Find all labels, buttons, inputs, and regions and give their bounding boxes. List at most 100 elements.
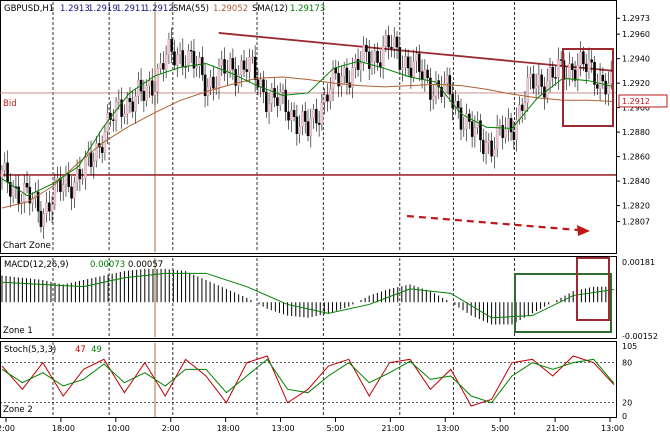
bearish-candle: [317, 122, 321, 125]
bearish-candle: [409, 67, 413, 78]
bearish-candle: [70, 186, 73, 199]
price-y-tick-label: 1.2880: [622, 128, 650, 137]
bearish-candle: [387, 35, 390, 48]
stoch-k-line: [1, 355, 615, 407]
bullish-candle: [176, 54, 179, 66]
sma55-label: SMA(55): [173, 4, 209, 14]
bearish-candle: [9, 182, 12, 197]
bearish-candle: [584, 63, 588, 72]
bearish-candle: [426, 69, 429, 79]
macd-highlight-box-red: [576, 257, 610, 321]
x-tick-label: 5:00: [491, 424, 509, 433]
bullish-candle: [493, 148, 496, 157]
bullish-candle: [134, 96, 137, 112]
bullish-candle: [529, 73, 532, 78]
bearish-candle: [456, 101, 460, 108]
bullish-candle: [145, 85, 148, 101]
overlays: [406, 48, 614, 333]
bearish-candle: [284, 89, 287, 112]
bullish-candle: [373, 50, 377, 62]
bearish-candle: [540, 74, 543, 87]
bearish-candle: [365, 44, 368, 52]
bullish-candle: [401, 67, 404, 70]
bullish-candle: [301, 110, 304, 127]
bullish-candle: [587, 59, 591, 72]
bullish-candle: [209, 76, 212, 88]
bearish-candle: [173, 51, 176, 66]
bearish-candle: [554, 77, 557, 79]
price-panel-frame: [0, 0, 617, 254]
x-tick-label: 18:00: [217, 424, 240, 433]
arrow-head: [577, 225, 590, 236]
bullish-candle: [290, 110, 293, 121]
bullish-candle: [476, 120, 479, 128]
stoch-plot: [0, 355, 616, 407]
macd-y-tick-label: 0.00181: [622, 258, 655, 267]
bullish-candle: [579, 51, 582, 66]
bullish-candle: [384, 35, 388, 47]
bearish-candle: [501, 125, 504, 138]
macd-header: MACD(12,26,9) 0.00073 0.00057: [4, 260, 163, 270]
bearish-candle: [451, 94, 454, 109]
bullish-candle: [568, 63, 571, 79]
bullish-candle: [381, 46, 385, 68]
bullish-candle: [598, 74, 602, 89]
bearish-candle: [367, 51, 371, 69]
x-tick-label: 2:00: [0, 424, 15, 433]
bullish-candle: [159, 63, 162, 69]
bearish-candle: [189, 50, 193, 52]
bullish-candle: [92, 160, 96, 167]
bearish-candle: [604, 80, 607, 95]
bearish-candle: [593, 61, 596, 85]
bullish-candle: [281, 89, 285, 93]
bearish-candle: [234, 69, 237, 86]
bullish-candle: [498, 125, 502, 127]
bullish-candle: [354, 59, 357, 68]
bullish-candle: [504, 129, 507, 138]
bullish-candle: [75, 169, 79, 183]
bullish-candle: [117, 99, 121, 103]
sma55-value: 1.29052: [213, 4, 248, 14]
ohlc-high: 1.2919: [88, 4, 118, 14]
bullish-candle: [50, 204, 54, 212]
bullish-candle: [609, 71, 613, 84]
x-tick-label: 18:00: [52, 424, 75, 433]
bullish-candle: [187, 50, 190, 67]
bullish-candle: [329, 88, 332, 102]
bearish-candle: [406, 56, 410, 69]
bearish-candle: [6, 162, 9, 183]
bullish-candle: [42, 213, 45, 227]
x-tick-label: 21:00: [546, 424, 569, 433]
price-highlight-box: [562, 48, 614, 127]
ohlc-low: 1.2911: [116, 4, 146, 14]
bearish-candle: [256, 79, 260, 88]
sma12-value: 1.29173: [290, 4, 325, 14]
bullish-candle: [320, 102, 324, 125]
x-tick-label: 10:00: [107, 424, 130, 433]
bullish-candle: [331, 67, 335, 90]
bullish-candle: [495, 125, 499, 150]
bearish-candle: [573, 69, 577, 81]
bearish-candle: [490, 140, 493, 157]
macd-main-value: 0.00073: [90, 260, 125, 270]
bearish-candle: [470, 121, 474, 137]
stoch-y-tick-label: 80: [622, 359, 632, 368]
bullish-candle: [362, 44, 365, 64]
x-tick-label: 2:00: [162, 424, 180, 433]
bullish-candle: [81, 178, 84, 180]
bearish-candle: [551, 67, 555, 78]
bullish-candle: [526, 77, 530, 103]
price-y-tick-label: 1.2920: [622, 79, 650, 88]
bullish-candle: [156, 68, 160, 92]
bullish-candle: [123, 113, 126, 117]
bullish-candle: [445, 75, 449, 84]
bearish-candle: [337, 73, 340, 87]
zone2-label: Zone 2: [3, 405, 33, 415]
bearish-candle: [590, 59, 593, 63]
price-y-tick-label: 1.2840: [622, 177, 650, 186]
bearish-candle: [532, 73, 535, 89]
bullish-candle: [228, 58, 232, 72]
bearish-candle: [131, 101, 134, 112]
bearish-candle: [39, 211, 43, 227]
bullish-candle: [167, 39, 171, 55]
